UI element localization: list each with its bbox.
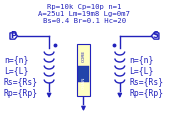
Text: Rp=10k Cp=10p n=1: Rp=10k Cp=10p n=1 [47, 4, 122, 10]
Text: Bs=0.4 Br=0.1 Hc=20: Bs=0.4 Br=0.1 Hc=20 [43, 18, 126, 24]
Text: A=25u1 Lm=19m8 Lg=0m7: A=25u1 Lm=19m8 Lg=0m7 [39, 11, 130, 17]
Text: CHAN: CHAN [82, 76, 85, 89]
Text: n={n}: n={n} [4, 55, 28, 64]
Text: n={n}: n={n} [130, 55, 154, 64]
Text: Rs={Rs}: Rs={Rs} [130, 78, 164, 87]
Text: Rs={Rs}: Rs={Rs} [4, 78, 38, 87]
Text: Rp={Rp}: Rp={Rp} [4, 88, 38, 98]
Text: L={L}: L={L} [130, 67, 154, 75]
Text: P: P [10, 31, 16, 40]
Text: L={L}: L={L} [4, 67, 28, 75]
Bar [78, 66, 89, 83]
Text: S: S [153, 31, 159, 40]
Bar [77, 44, 90, 96]
Text: Rp={Rp}: Rp={Rp} [130, 88, 164, 98]
Text: CORE: CORE [82, 49, 85, 62]
